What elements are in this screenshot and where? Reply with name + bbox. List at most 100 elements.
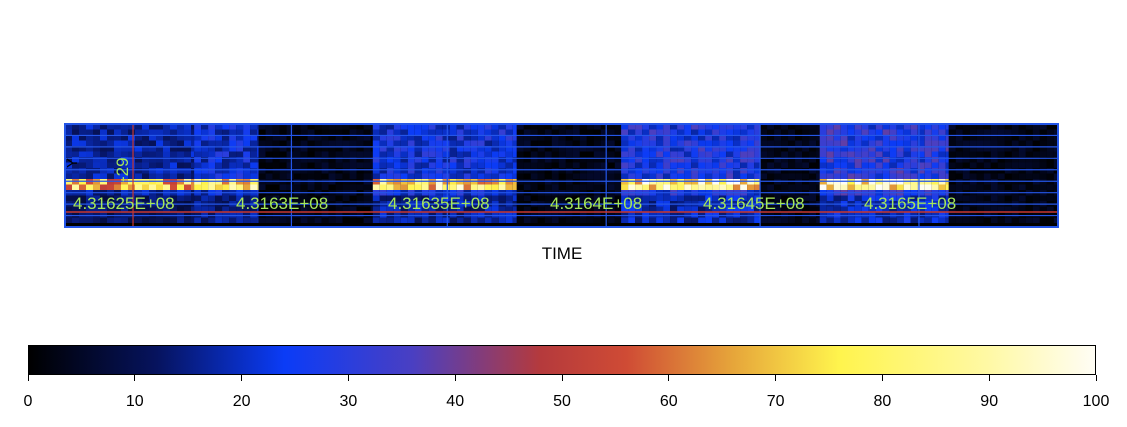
heatmap-cell [107, 140, 114, 146]
heatmap-cell [816, 157, 820, 163]
heatmap-cell [628, 168, 636, 174]
heatmap-cell [698, 184, 706, 190]
heatmap-cell [435, 157, 443, 163]
heatmap-cell [882, 206, 890, 212]
heatmap-cell [114, 212, 121, 218]
heatmap-cell [370, 206, 373, 212]
heatmap-cell [955, 129, 963, 135]
heatmap-cell [379, 135, 387, 141]
heatmap-cell [107, 157, 114, 163]
heatmap-cell [774, 157, 782, 163]
heatmap-cell [505, 206, 513, 212]
heatmap-cell [163, 184, 170, 190]
heatmap-cell [470, 206, 478, 212]
heatmap-cell [910, 184, 918, 190]
heatmap-cell [257, 124, 259, 130]
heatmap-cell [910, 140, 918, 146]
heatmap-cell [400, 195, 408, 201]
heatmap-cell [512, 168, 517, 174]
heatmap-cell [740, 217, 748, 223]
heatmap-cell [955, 173, 963, 179]
heatmap-cell [258, 146, 266, 152]
heatmap-cell [788, 140, 796, 146]
heatmap-cell [712, 129, 720, 135]
heatmap-cell [889, 135, 897, 141]
heatmap-cell [889, 157, 897, 163]
heatmap-cell [163, 151, 170, 157]
heatmap-cell [356, 206, 364, 212]
heatmap-cell [363, 124, 371, 130]
heatmap-cell [802, 217, 810, 223]
heatmap-cell [607, 146, 615, 152]
heatmap-cell [795, 212, 803, 218]
heatmap-cell [498, 146, 506, 152]
heatmap-cell [621, 146, 629, 152]
heatmap-cell [684, 124, 692, 130]
heatmap-cell [86, 195, 93, 201]
heatmap-cell [1039, 129, 1047, 135]
heatmap-cell [328, 206, 336, 212]
heatmap-cell [649, 217, 657, 223]
heatmap-cell [767, 162, 775, 168]
heatmap-cell [170, 140, 177, 146]
heatmap-cell [250, 151, 258, 157]
heatmap-cell [272, 184, 280, 190]
heatmap-cell [356, 217, 364, 223]
heatmap-cell [833, 151, 841, 157]
heatmap-cell [1004, 151, 1012, 157]
heatmap-cell [421, 151, 429, 157]
heatmap-cell [670, 206, 678, 212]
heatmap-cell [328, 129, 336, 135]
heatmap-cell [279, 151, 287, 157]
heatmap-cell [795, 129, 803, 135]
heatmap-cell [442, 206, 450, 212]
heatmap-cell [833, 184, 841, 190]
heatmap-cell [1039, 135, 1047, 141]
heatmap-cell [847, 212, 855, 218]
heatmap-cell [342, 135, 350, 141]
heatmap-cell [903, 129, 911, 135]
heatmap-cell [435, 168, 443, 174]
heatmap-cell [191, 135, 195, 141]
heatmap-cell [414, 135, 422, 141]
heatmap-cell [328, 173, 336, 179]
heatmap-cell [463, 129, 471, 135]
heatmap-cell [121, 129, 128, 135]
heatmap-cell [372, 184, 380, 190]
heatmap-cell [135, 129, 142, 135]
heatmap-cell [314, 212, 322, 218]
heatmap-cell [250, 195, 258, 201]
heatmap-cell [621, 206, 629, 212]
heatmap-cell [642, 206, 650, 212]
heatmap-cell [809, 140, 817, 146]
heatmap-cell [1018, 124, 1026, 130]
heatmap-cell [684, 195, 692, 201]
heatmap-cell [370, 157, 373, 163]
heatmap-cell [910, 195, 918, 201]
heatmap-cell [321, 212, 329, 218]
heatmap-cell [1046, 140, 1054, 146]
heatmap-cell [393, 162, 401, 168]
heatmap-cell [114, 146, 121, 152]
heatmap-cell [774, 217, 782, 223]
heatmap-cell [222, 195, 230, 201]
heatmap-cell [931, 146, 939, 152]
heatmap-cell [788, 206, 796, 212]
heatmap-cell [421, 168, 429, 174]
heatmap-cell [300, 168, 308, 174]
colorbar-tick-mark [347, 375, 349, 381]
heatmap-cell [649, 124, 657, 130]
heatmap-cell [142, 206, 149, 212]
heatmap-cell [257, 168, 259, 174]
heatmap-cell [903, 206, 911, 212]
heatmap-cell [393, 195, 401, 201]
heatmap-cell [156, 217, 163, 223]
heatmap-cell [114, 124, 121, 130]
heatmap-cell [342, 173, 350, 179]
heatmap-cell [677, 151, 685, 157]
heatmap-cell [265, 212, 273, 218]
heatmap-cell [484, 151, 492, 157]
heatmap-cell [379, 212, 387, 218]
heatmap-cell [258, 212, 266, 218]
heatmap-cell [356, 151, 364, 157]
